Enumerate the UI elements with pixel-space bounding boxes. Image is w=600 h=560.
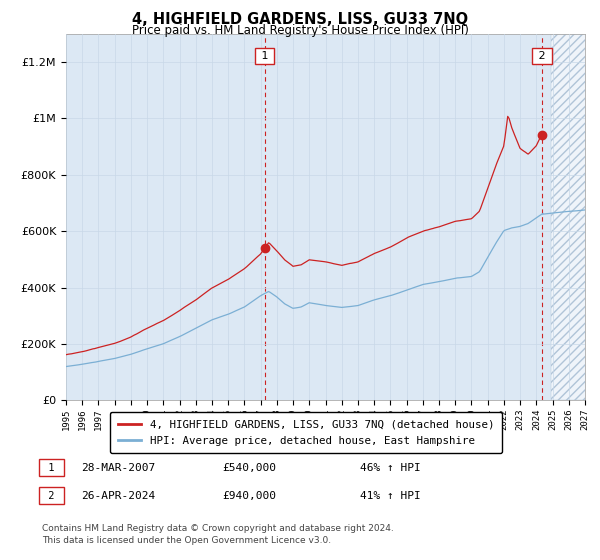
- Legend: 4, HIGHFIELD GARDENS, LISS, GU33 7NQ (detached house), HPI: Average price, detac: 4, HIGHFIELD GARDENS, LISS, GU33 7NQ (de…: [110, 412, 502, 453]
- Text: £540,000: £540,000: [222, 463, 276, 473]
- Text: 1: 1: [42, 463, 61, 473]
- Text: 26-APR-2024: 26-APR-2024: [81, 491, 155, 501]
- Text: This data is licensed under the Open Government Licence v3.0.: This data is licensed under the Open Gov…: [42, 536, 331, 545]
- Text: 2: 2: [535, 51, 549, 61]
- Text: 4, HIGHFIELD GARDENS, LISS, GU33 7NQ: 4, HIGHFIELD GARDENS, LISS, GU33 7NQ: [132, 12, 468, 27]
- Text: Contains HM Land Registry data © Crown copyright and database right 2024.: Contains HM Land Registry data © Crown c…: [42, 524, 394, 533]
- Bar: [551, 34, 593, 400]
- Text: £940,000: £940,000: [222, 491, 276, 501]
- Text: 41% ↑ HPI: 41% ↑ HPI: [360, 491, 421, 501]
- Bar: [551, 34, 593, 400]
- Text: Price paid vs. HM Land Registry's House Price Index (HPI): Price paid vs. HM Land Registry's House …: [131, 24, 469, 36]
- Text: 1: 1: [257, 51, 272, 61]
- Text: 28-MAR-2007: 28-MAR-2007: [81, 463, 155, 473]
- Text: 2: 2: [42, 491, 61, 501]
- Text: 46% ↑ HPI: 46% ↑ HPI: [360, 463, 421, 473]
